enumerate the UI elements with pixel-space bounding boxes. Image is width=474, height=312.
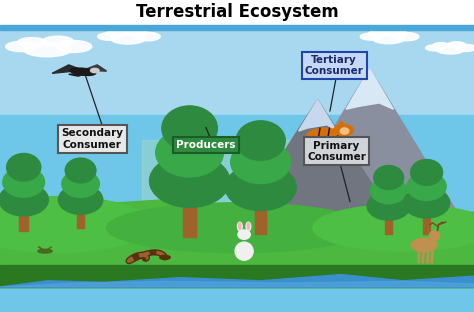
Text: Tertiary
Consumer: Tertiary Consumer [305, 55, 364, 76]
Ellipse shape [225, 164, 296, 211]
Ellipse shape [385, 30, 406, 37]
Ellipse shape [42, 36, 73, 46]
Ellipse shape [429, 231, 440, 240]
Ellipse shape [433, 43, 449, 48]
Ellipse shape [134, 32, 160, 41]
Ellipse shape [237, 222, 242, 231]
Ellipse shape [155, 128, 224, 177]
Ellipse shape [403, 188, 450, 218]
Ellipse shape [426, 45, 444, 51]
Bar [77, 200, 84, 228]
Polygon shape [0, 281, 474, 287]
Ellipse shape [236, 121, 285, 160]
Ellipse shape [334, 124, 354, 136]
Ellipse shape [407, 173, 446, 201]
Ellipse shape [111, 34, 145, 44]
Polygon shape [346, 69, 393, 109]
Bar [0, 265, 474, 287]
Ellipse shape [367, 192, 410, 220]
Ellipse shape [160, 255, 170, 260]
Ellipse shape [55, 41, 92, 52]
Polygon shape [69, 74, 85, 76]
Text: Terrestrial Ecosystem: Terrestrial Ecosystem [136, 3, 338, 22]
Ellipse shape [231, 140, 291, 183]
Ellipse shape [368, 31, 388, 37]
Text: Producers: Producers [176, 140, 236, 150]
Ellipse shape [0, 197, 152, 253]
Ellipse shape [410, 159, 443, 185]
Ellipse shape [91, 68, 99, 73]
Ellipse shape [62, 170, 100, 197]
Ellipse shape [373, 34, 405, 44]
Ellipse shape [107, 203, 367, 253]
Polygon shape [237, 100, 398, 225]
Polygon shape [299, 100, 337, 131]
Ellipse shape [24, 43, 71, 57]
Polygon shape [52, 65, 83, 73]
Ellipse shape [238, 222, 241, 229]
Ellipse shape [162, 106, 217, 151]
Bar [19, 200, 28, 231]
Ellipse shape [150, 155, 229, 207]
Ellipse shape [411, 238, 437, 251]
Ellipse shape [0, 183, 48, 216]
Bar [183, 181, 196, 237]
Bar [0, 212, 474, 287]
Polygon shape [83, 65, 107, 71]
Ellipse shape [455, 44, 474, 51]
Ellipse shape [247, 222, 249, 229]
Polygon shape [0, 200, 474, 287]
Ellipse shape [18, 37, 46, 47]
Ellipse shape [65, 158, 96, 183]
Ellipse shape [360, 33, 382, 40]
Polygon shape [0, 275, 474, 287]
Ellipse shape [313, 204, 474, 251]
Ellipse shape [340, 128, 349, 134]
Ellipse shape [437, 46, 464, 54]
Text: Primary
Consumer: Primary Consumer [307, 140, 366, 162]
Bar [0, 25, 474, 30]
Ellipse shape [370, 178, 407, 204]
Ellipse shape [106, 30, 127, 37]
Ellipse shape [58, 185, 103, 214]
Ellipse shape [3, 167, 45, 197]
Bar [142, 140, 379, 218]
Polygon shape [338, 121, 345, 126]
Ellipse shape [98, 33, 120, 40]
Ellipse shape [246, 222, 251, 231]
Ellipse shape [235, 242, 253, 260]
Bar [385, 206, 392, 234]
Ellipse shape [394, 32, 419, 41]
Bar [423, 203, 430, 234]
Ellipse shape [374, 166, 403, 190]
Ellipse shape [238, 230, 250, 239]
Bar [255, 187, 266, 234]
Ellipse shape [447, 42, 465, 48]
Bar [0, 0, 474, 25]
Ellipse shape [6, 41, 37, 52]
Ellipse shape [7, 154, 41, 181]
Ellipse shape [70, 68, 96, 76]
Polygon shape [275, 69, 465, 225]
Bar [0, 115, 474, 287]
Ellipse shape [307, 128, 342, 143]
Ellipse shape [124, 29, 147, 37]
Ellipse shape [38, 249, 52, 253]
Text: Secondary
Consumer: Secondary Consumer [62, 128, 123, 150]
